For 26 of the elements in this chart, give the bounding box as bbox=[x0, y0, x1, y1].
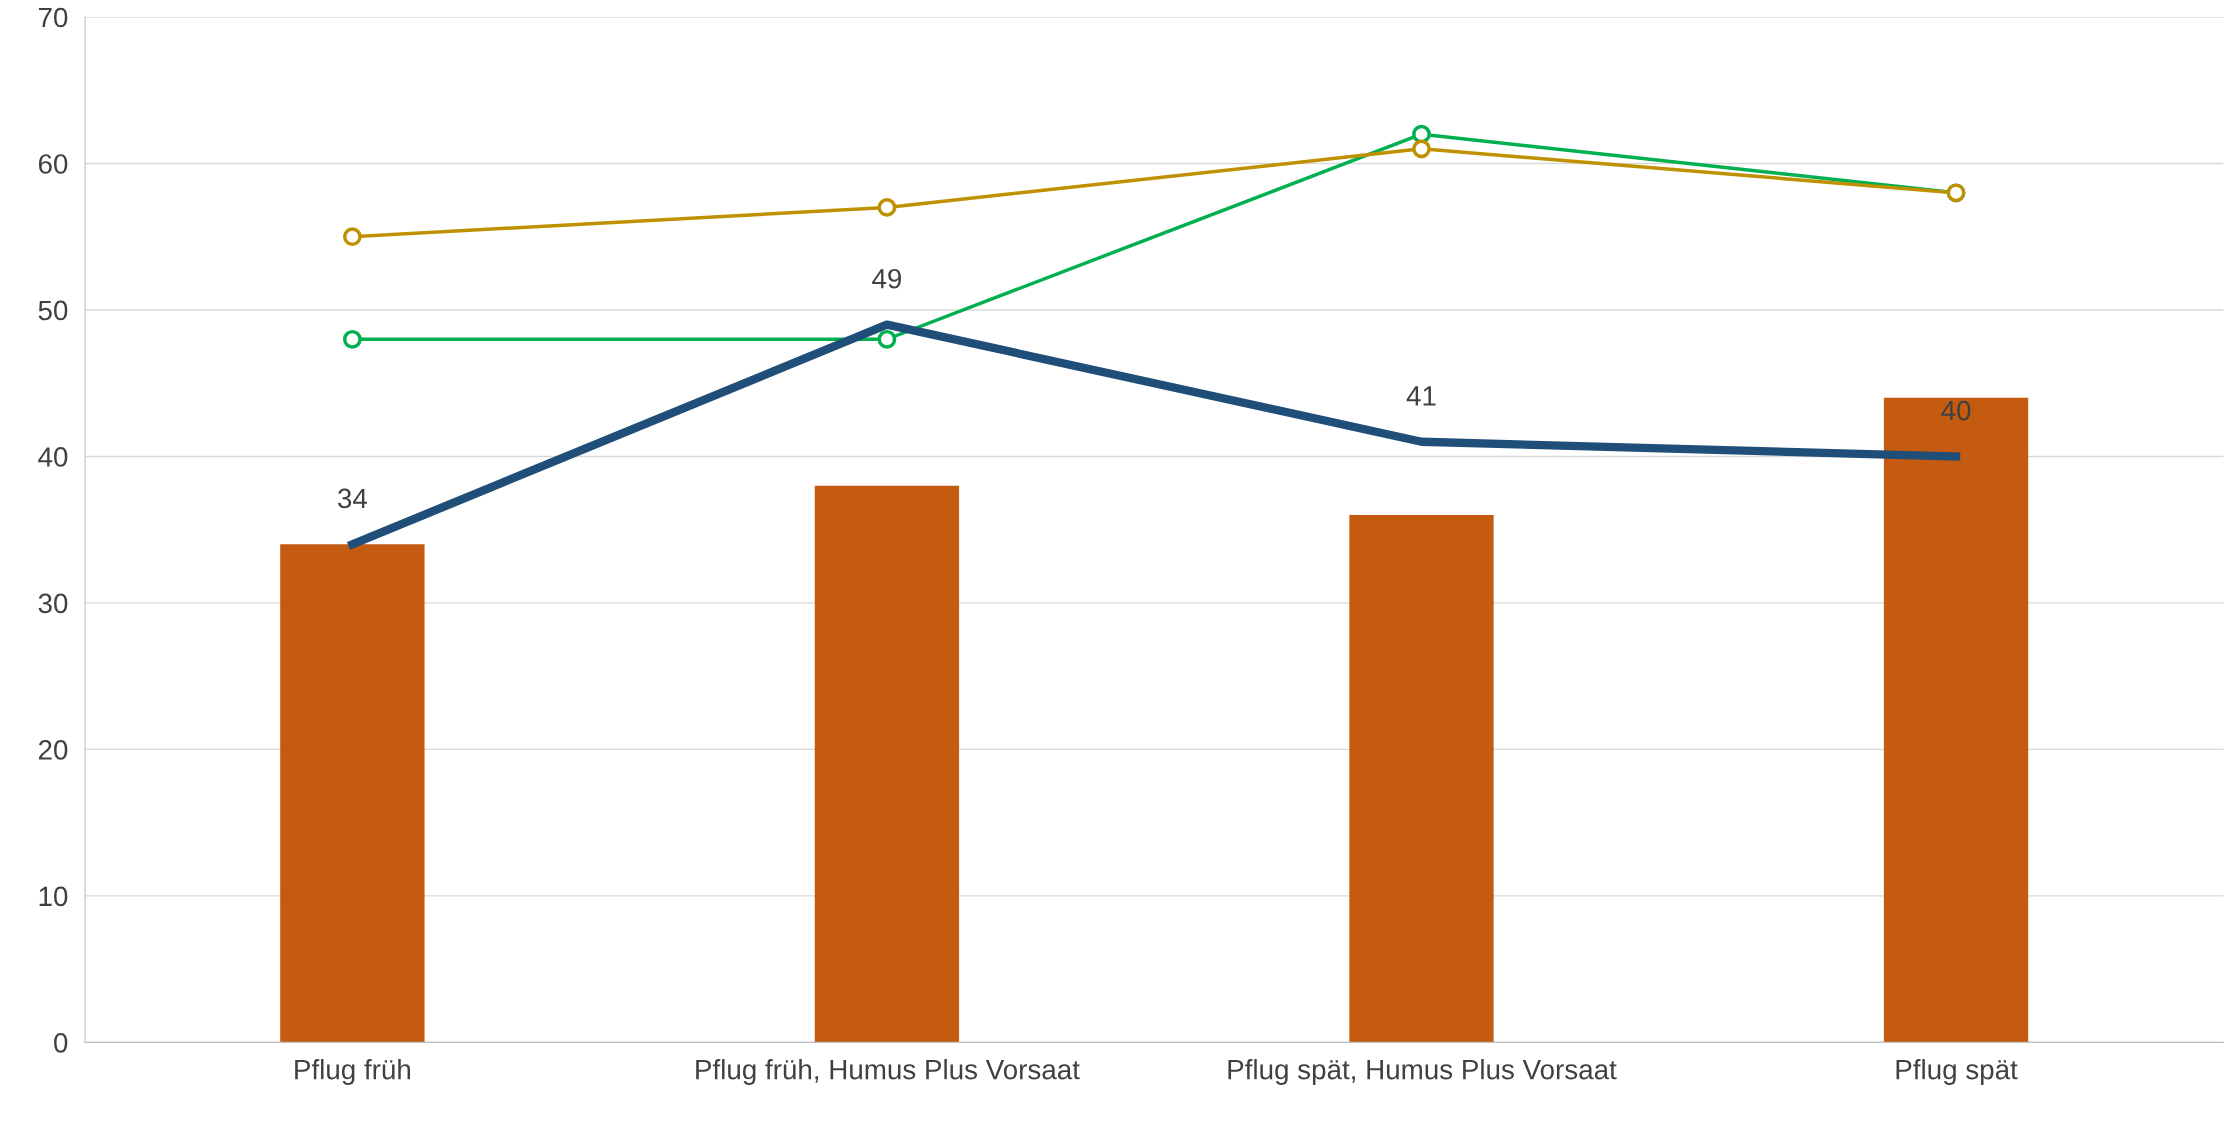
point bbox=[1412, 139, 1431, 159]
data-label: 40 bbox=[1941, 400, 1971, 421]
y-tick-label: 0 bbox=[54, 1033, 68, 1053]
x-tick-label: Pflug früh bbox=[295, 1059, 411, 1085]
y-tick-label: 30 bbox=[38, 593, 68, 614]
x-tick-label: Pflug spät, Humus Plus Vorsaat bbox=[1228, 1059, 1617, 1085]
y-tick-label: 70 bbox=[38, 7, 68, 28]
bar bbox=[280, 544, 425, 1043]
point bbox=[1412, 124, 1431, 144]
bar bbox=[1883, 397, 2029, 1043]
y-tick-label: 40 bbox=[38, 447, 68, 467]
y-tick-label: 10 bbox=[39, 886, 68, 907]
point bbox=[877, 198, 897, 217]
data-label: 41 bbox=[1406, 386, 1436, 406]
point bbox=[877, 329, 897, 349]
data-label: 49 bbox=[872, 268, 902, 289]
y-tick-label: 50 bbox=[38, 300, 68, 321]
y-tick-label: 20 bbox=[38, 740, 68, 760]
bar bbox=[814, 485, 960, 1043]
data-label: 34 bbox=[337, 488, 367, 509]
x-tick-label: Pflug früh, Humus Plus Vorsaat bbox=[696, 1059, 1080, 1085]
bar bbox=[1349, 515, 1494, 1043]
point bbox=[342, 227, 362, 247]
point bbox=[342, 329, 362, 349]
x-tick-label: Pflug spät bbox=[1896, 1059, 2018, 1085]
y-tick-label: 60 bbox=[38, 154, 68, 174]
